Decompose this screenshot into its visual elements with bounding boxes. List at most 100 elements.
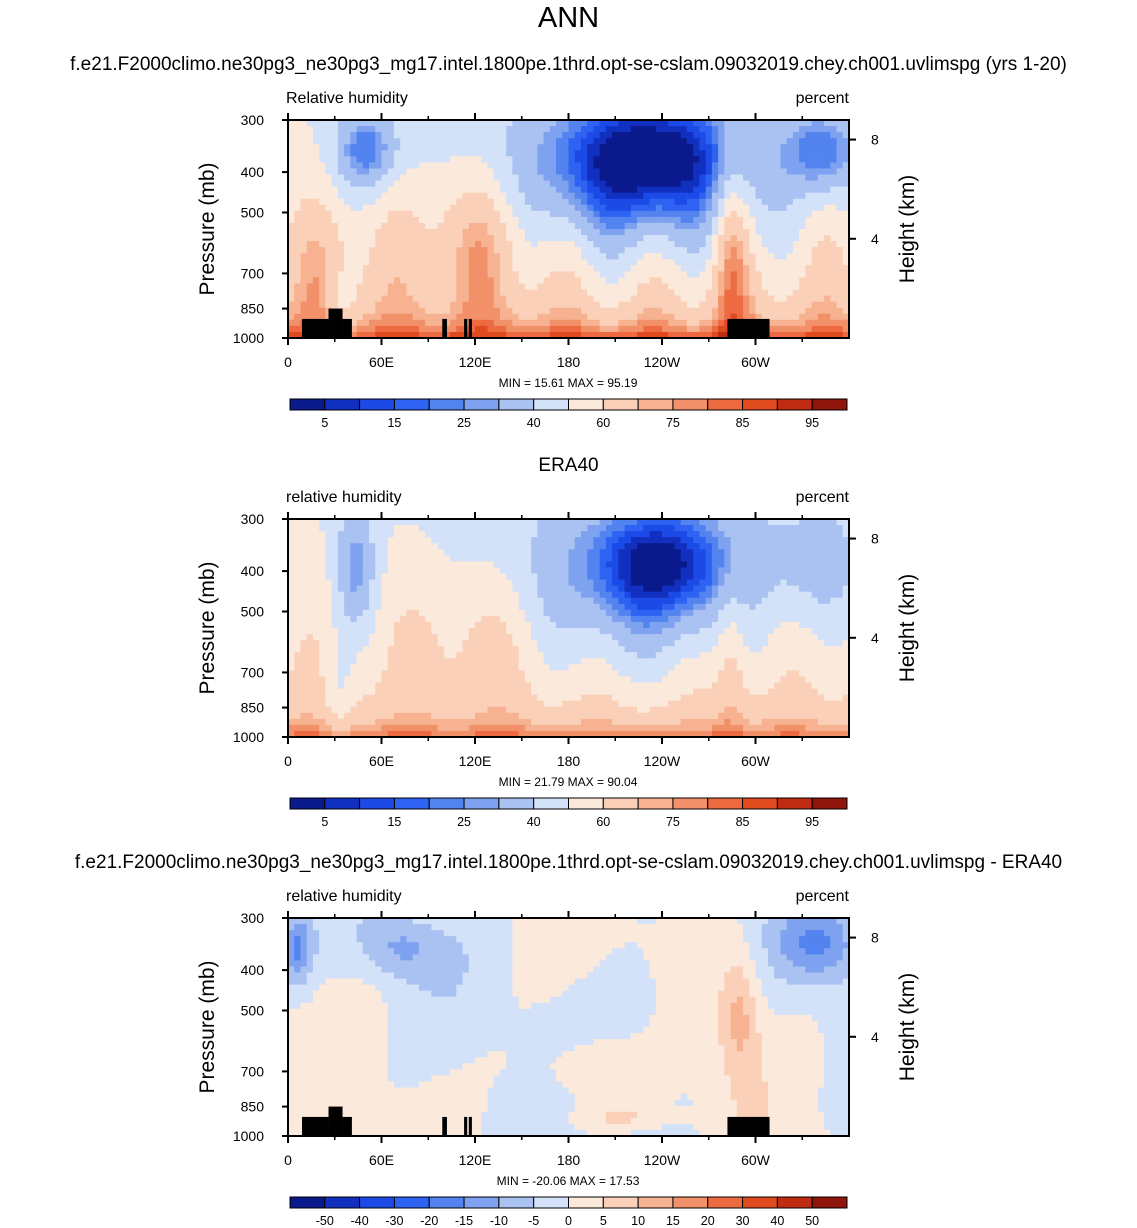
contour-cell: [425, 271, 432, 278]
contour-cell: [487, 150, 494, 157]
contour-cell: [550, 193, 557, 200]
contour-cell: [506, 549, 513, 556]
contour-cell: [363, 574, 370, 581]
contour-cell: [307, 241, 314, 248]
contour-cell: [799, 567, 806, 574]
contour-cell: [668, 187, 675, 194]
contour-cell: [450, 211, 457, 218]
contour-cell: [350, 531, 357, 538]
contour-cell: [575, 156, 582, 163]
contour-cell: [307, 187, 314, 194]
contour-cell: [625, 604, 632, 611]
contour-cell: [637, 193, 644, 200]
contour-cell: [475, 302, 482, 309]
contour-cell: [724, 144, 731, 151]
contour-cell: [768, 235, 775, 242]
contour-cell: [369, 525, 376, 532]
contour-cell: [805, 187, 812, 194]
contour-cell: [388, 199, 395, 206]
contour-cell: [650, 308, 657, 315]
contour-cell: [569, 610, 576, 617]
contour-cell: [313, 531, 320, 538]
contour-cell: [375, 199, 382, 206]
contour-cell: [325, 162, 332, 169]
contour-cell: [731, 525, 738, 532]
contour-cell: [294, 314, 301, 321]
contour-cell: [818, 223, 825, 230]
contour-cell: [475, 320, 482, 327]
contour-cell: [550, 537, 557, 544]
contour-cell: [363, 525, 370, 532]
contour-cell: [382, 604, 389, 611]
contour-cell: [506, 308, 513, 315]
contour-cell: [444, 296, 451, 303]
contour-cell: [625, 320, 632, 327]
contour-cell: [531, 604, 538, 611]
contour-cell: [413, 284, 420, 291]
contour-cell: [406, 132, 413, 139]
contour-cell: [569, 229, 576, 236]
contour-cell: [749, 265, 756, 272]
contour-cell: [556, 290, 563, 297]
contour-cell: [500, 150, 507, 157]
contour-cell: [363, 235, 370, 242]
contour-cell: [288, 586, 295, 593]
contour-cell: [581, 308, 588, 315]
contour-cell: [656, 259, 663, 266]
contour-cell: [550, 187, 557, 194]
contour-cell: [388, 616, 395, 623]
contour-cell: [475, 277, 482, 284]
contour-cell: [756, 598, 763, 605]
contour-cell: [712, 162, 719, 169]
contour-cell: [338, 543, 345, 550]
contour-cell: [394, 622, 401, 629]
contour-cell: [325, 525, 332, 532]
contour-cell: [413, 580, 420, 587]
contour-cell: [456, 302, 463, 309]
contour-cell: [463, 126, 470, 133]
contour-cell: [319, 156, 326, 163]
contour-cell: [350, 610, 357, 617]
contour-cell: [693, 241, 700, 248]
contour-cell: [643, 314, 650, 321]
contour-cell: [687, 193, 694, 200]
contour-cell: [413, 531, 420, 538]
contour-cell: [699, 561, 706, 568]
contour-cell: [830, 247, 837, 254]
contour-cell: [344, 259, 351, 266]
contour-cell: [712, 326, 719, 333]
contour-cell: [375, 549, 382, 556]
contour-cell: [369, 604, 376, 611]
contour-cell: [357, 580, 364, 587]
contour-cell: [612, 132, 619, 139]
contour-cell: [431, 241, 438, 248]
contour-cell: [749, 586, 756, 593]
contour-cell: [344, 616, 351, 623]
contour-cell: [718, 193, 725, 200]
contour-cell: [357, 610, 364, 617]
variable-label: Relative humidity: [286, 90, 408, 107]
contour-cell: [487, 241, 494, 248]
contour-cell: [699, 175, 706, 182]
contour-cell: [300, 271, 307, 278]
contour-cell: [475, 604, 482, 611]
contour-cell: [706, 241, 713, 248]
contour-cell: [319, 308, 326, 315]
contour-cell: [556, 543, 563, 550]
contour-cell: [325, 144, 332, 151]
contour-cell: [643, 296, 650, 303]
contour-cell: [550, 277, 557, 284]
contour-cell: [357, 235, 364, 242]
contour-cell: [382, 217, 389, 224]
contour-cell: [693, 138, 700, 145]
contour-cell: [706, 205, 713, 212]
contour-cell: [456, 326, 463, 333]
contour-cell: [388, 241, 395, 248]
contour-cell: [780, 277, 787, 284]
contour-cell: [344, 175, 351, 182]
contour-cell: [300, 223, 307, 230]
contour-cell: [531, 537, 538, 544]
contour-cell: [544, 144, 551, 151]
contour-cell: [431, 574, 438, 581]
contour-cell: [494, 138, 501, 145]
